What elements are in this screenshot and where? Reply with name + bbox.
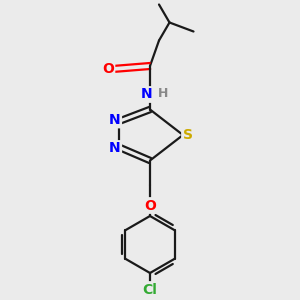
Text: O: O — [102, 62, 114, 76]
Text: Cl: Cl — [142, 283, 158, 296]
Text: N: N — [109, 113, 121, 127]
Text: O: O — [144, 199, 156, 212]
Text: N: N — [109, 142, 121, 155]
Text: S: S — [182, 128, 193, 142]
Text: H: H — [158, 87, 169, 101]
Text: N: N — [141, 88, 153, 101]
